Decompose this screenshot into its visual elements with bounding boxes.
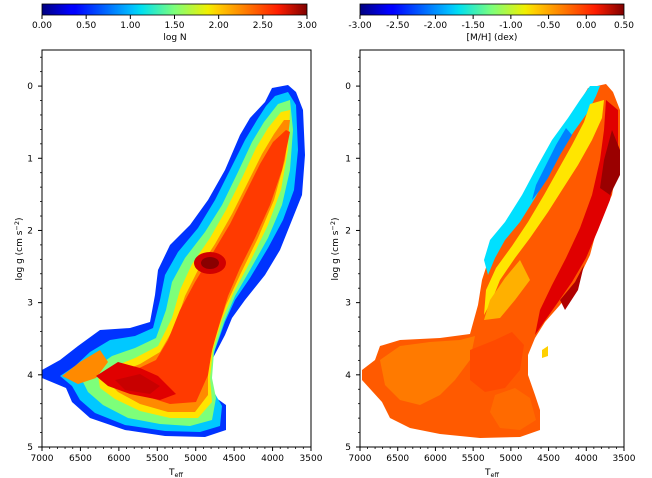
x-tick-label-right: 6500 [386, 454, 409, 464]
y-tick-label-right: 1 [345, 154, 351, 164]
colorbar-tick-label-left: 2.00 [209, 21, 229, 31]
colorbar-left: 0.00 0.50 1.00 1.50 2.00 2.50 3.00 log N [32, 3, 317, 43]
y-tick-label-left: 0 [27, 82, 33, 92]
y-tick-label-left: 5 [27, 443, 33, 453]
x-tick-label-right: 7000 [349, 454, 372, 464]
x-tick-label-right: 4000 [575, 454, 598, 464]
axes-right-ticks: 7000 6500 6000 5500 5000 4500 4000 3500 0 1 2 3 4 5 [345, 56, 636, 464]
colorbar-right: -3.00 -2.50 -2.00 -1.50 -1.00 -0.50 0.00 0.50 [… [348, 3, 634, 43]
x-tick-label-left: 7000 [31, 454, 54, 464]
axes-left-ticks: 7000 6500 6000 5500 5000 4500 4000 3500 0 1 2 3 4 5 [27, 56, 323, 464]
colorbar-left-ticks: 0.00 0.50 1.00 1.50 2.00 2.50 3.00 [32, 15, 317, 31]
colorbar-tick-label-left: 0.50 [76, 21, 96, 31]
axes-left-frame [41, 49, 312, 448]
x-tick-label-left: 4000 [261, 454, 284, 464]
y-tick-label-right: 3 [345, 299, 351, 309]
y-tick-label-left: 3 [27, 299, 33, 309]
x-tick-label-right: 5500 [462, 454, 485, 464]
x-tick-label-left: 6500 [69, 454, 92, 464]
colorbar-tick-label-right: 0.00 [576, 21, 596, 31]
colorbar-tick-label-left: 3.00 [297, 21, 317, 31]
x-tick-label-left: 6000 [107, 454, 130, 464]
y-tick-label-left: 4 [27, 371, 33, 381]
x-tick-label-left: 4500 [223, 454, 246, 464]
y-tick-label-right: 2 [345, 226, 351, 236]
x-axis-label-right: Teff [484, 468, 499, 478]
colorbar-left-label: log N [163, 33, 186, 43]
axes-right-frame [359, 49, 625, 448]
colorbar-tick-label-left: 2.50 [253, 21, 273, 31]
colorbar-right-ticks: -3.00 -2.50 -2.00 -1.50 -1.00 -0.50 0.00 0.50 [348, 15, 634, 31]
colorbar-tick-label-left: 1.00 [120, 21, 140, 31]
heatmap-left [42, 85, 305, 437]
heatmap-right [362, 84, 620, 438]
colorbar-tick-label-right: -2.50 [386, 21, 410, 31]
y-axis-label-left: log g (cm s−2) [13, 217, 25, 280]
colorbar-tick-label-right: -3.00 [348, 21, 372, 31]
x-tick-label-right: 6000 [424, 454, 447, 464]
red-clump-peak [194, 252, 226, 274]
x-axis-label-left: Teff [168, 468, 183, 478]
x-tick-label-right: 5000 [499, 454, 522, 464]
x-tick-label-left: 5500 [146, 454, 169, 464]
x-tick-label-left: 5000 [184, 454, 207, 464]
x-tick-label-right: 4500 [537, 454, 560, 464]
colorbar-tick-label-right: -0.50 [537, 21, 561, 31]
density-red-core [96, 130, 290, 404]
y-tick-label-right: 4 [345, 371, 351, 381]
y-tick-label-left: 2 [27, 226, 33, 236]
metal-poor-edge [484, 86, 604, 320]
colorbar-tick-label-right: -2.00 [424, 21, 448, 31]
y-axis-label-right: log g (cm s−2) [329, 217, 341, 280]
x-tick-label-left: 3500 [300, 454, 323, 464]
density-yellow-layer [98, 110, 290, 418]
colorbar-tick-label-right: -1.50 [461, 21, 485, 31]
y-tick-label-left: 1 [27, 154, 33, 164]
metal-rich-giants [535, 100, 620, 335]
colorbar-right-label: [M/H] (dex) [467, 33, 518, 43]
x-tick-label-right: 3500 [613, 454, 636, 464]
density-orange-layer [62, 120, 290, 412]
colorbar-tick-label-left: 1.50 [164, 21, 184, 31]
y-tick-label-right: 5 [345, 443, 351, 453]
dwarf-region [380, 332, 548, 430]
colorbar-tick-label-left: 0.00 [32, 21, 52, 31]
colorbar-tick-label-right: -1.00 [499, 21, 523, 31]
colorbar-tick-label-right: 0.50 [614, 21, 634, 31]
y-tick-label-right: 0 [345, 82, 351, 92]
